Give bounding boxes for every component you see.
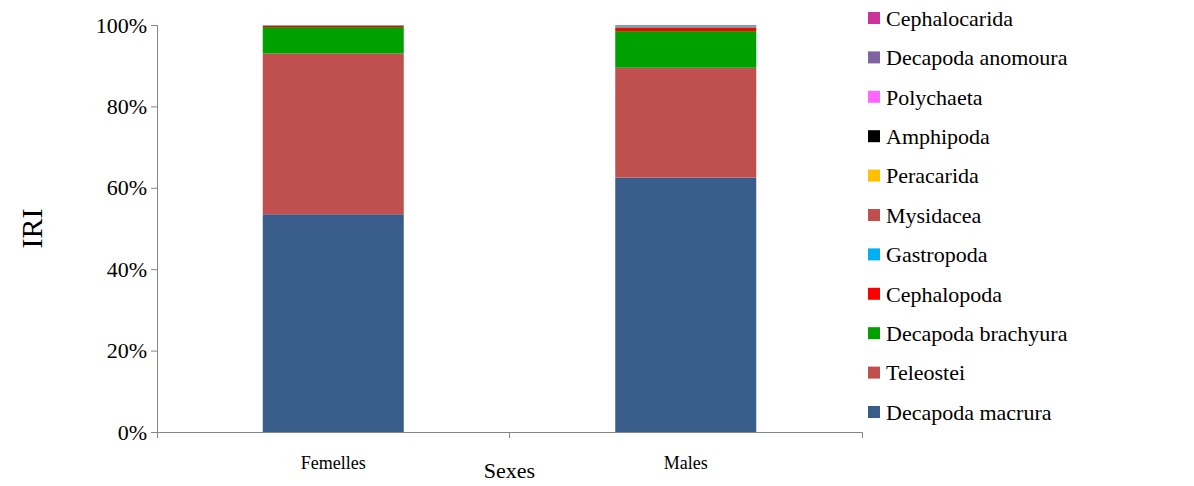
x-tick-label: Femelles xyxy=(301,453,366,473)
legend-label: Cephalopoda xyxy=(886,282,1002,307)
x-tick: Femelles xyxy=(301,432,366,473)
bar-segment xyxy=(615,26,756,27)
bar-segment xyxy=(263,26,404,27)
x-tick-label: Males xyxy=(664,453,708,473)
legend-label: Decapoda macrura xyxy=(886,400,1052,425)
y-tick: 20% xyxy=(107,338,157,363)
y-tick-mark xyxy=(151,269,157,270)
legend-label: Polychaeta xyxy=(886,85,983,110)
bar-segment xyxy=(263,25,404,26)
legend-item: Cephalocarida xyxy=(868,6,1013,31)
bar-segment xyxy=(263,25,404,26)
bar-segment xyxy=(263,53,404,214)
bar-segment xyxy=(615,25,756,26)
bar-segment xyxy=(615,31,756,68)
legend-label: Peracarida xyxy=(886,163,979,188)
legend-swatch xyxy=(868,51,880,63)
bar-segment xyxy=(263,27,404,53)
bar-segment xyxy=(615,26,756,27)
legend-swatch xyxy=(868,12,880,24)
bar-segment xyxy=(263,25,404,26)
legend-swatch xyxy=(868,130,880,142)
legend-label: Amphipoda xyxy=(886,124,990,149)
legend-label: Gastropoda xyxy=(886,242,988,267)
legend-item: Peracarida xyxy=(868,163,979,188)
bar-segment xyxy=(263,25,404,26)
legend-item: Decapoda anomoura xyxy=(868,45,1068,70)
legend-label: Mysidacea xyxy=(886,203,982,228)
legend-item: Cephalopoda xyxy=(868,282,1002,307)
legend-item: Decapoda brachyura xyxy=(868,321,1068,346)
legend-label: Decapoda anomoura xyxy=(886,45,1068,70)
legend-label: Cephalocarida xyxy=(886,6,1013,31)
bar-segment xyxy=(615,68,756,178)
legend-item: Mysidacea xyxy=(868,203,982,228)
y-tick-mark xyxy=(151,351,157,352)
legend-swatch xyxy=(868,209,880,221)
bar-segment xyxy=(615,25,756,26)
legend-swatch xyxy=(868,91,880,103)
legend-item: Polychaeta xyxy=(868,85,983,110)
legend-label: Teleostei xyxy=(886,360,965,385)
y-tick-mark xyxy=(151,432,157,433)
y-tick-mark xyxy=(151,106,157,107)
legend-item: Teleostei xyxy=(868,360,965,385)
x-tick: Males xyxy=(664,432,708,473)
legend-swatch xyxy=(868,170,880,182)
bar-segment xyxy=(615,25,756,26)
legend-swatch xyxy=(868,248,880,260)
legend-label: Decapoda brachyura xyxy=(886,321,1068,346)
bar-segment xyxy=(615,178,756,432)
legend: Cephalocarida Decapoda anomoura Polychaeta… xyxy=(868,6,1068,425)
y-axis-title: IRI xyxy=(15,209,48,249)
y-axis: 0% 20% 40% 60% 80% 100% xyxy=(96,13,158,445)
bar-segment xyxy=(263,25,404,26)
y-tick-mark xyxy=(151,25,157,26)
legend-item: Amphipoda xyxy=(868,124,990,149)
y-tick-label: 80% xyxy=(107,94,147,119)
x-axis-line xyxy=(158,433,863,439)
legend-swatch xyxy=(868,327,880,339)
y-tick: 40% xyxy=(107,257,157,282)
y-tick-label: 20% xyxy=(107,338,147,363)
y-tick: 100% xyxy=(96,13,157,38)
legend-item: Gastropoda xyxy=(868,242,988,267)
legend-swatch xyxy=(868,288,880,300)
y-tick-label: 100% xyxy=(96,13,147,38)
bars xyxy=(263,25,757,432)
y-axis-line xyxy=(151,26,158,433)
bar-segment xyxy=(615,28,756,31)
bar-segment xyxy=(263,25,404,26)
legend-swatch xyxy=(868,406,880,418)
x-axis-title: Sexes xyxy=(484,458,535,483)
legend-swatch xyxy=(868,367,880,379)
y-tick: 60% xyxy=(107,175,157,200)
legend-item: Decapoda macrura xyxy=(868,400,1052,425)
y-tick-label: 0% xyxy=(118,420,147,445)
y-tick-mark xyxy=(151,188,157,189)
y-tick-label: 60% xyxy=(107,175,147,200)
bar-segment xyxy=(263,25,404,26)
x-separator xyxy=(509,432,510,438)
chart: 0% 20% 40% 60% 80% 100% Femelles Males Sexes IRI C… xyxy=(0,0,1194,486)
bar-segment xyxy=(263,214,404,432)
y-tick: 80% xyxy=(107,94,157,119)
y-tick-label: 40% xyxy=(107,257,147,282)
y-tick: 0% xyxy=(118,420,157,445)
bar-segment xyxy=(615,27,756,29)
bar-segment xyxy=(615,25,756,26)
